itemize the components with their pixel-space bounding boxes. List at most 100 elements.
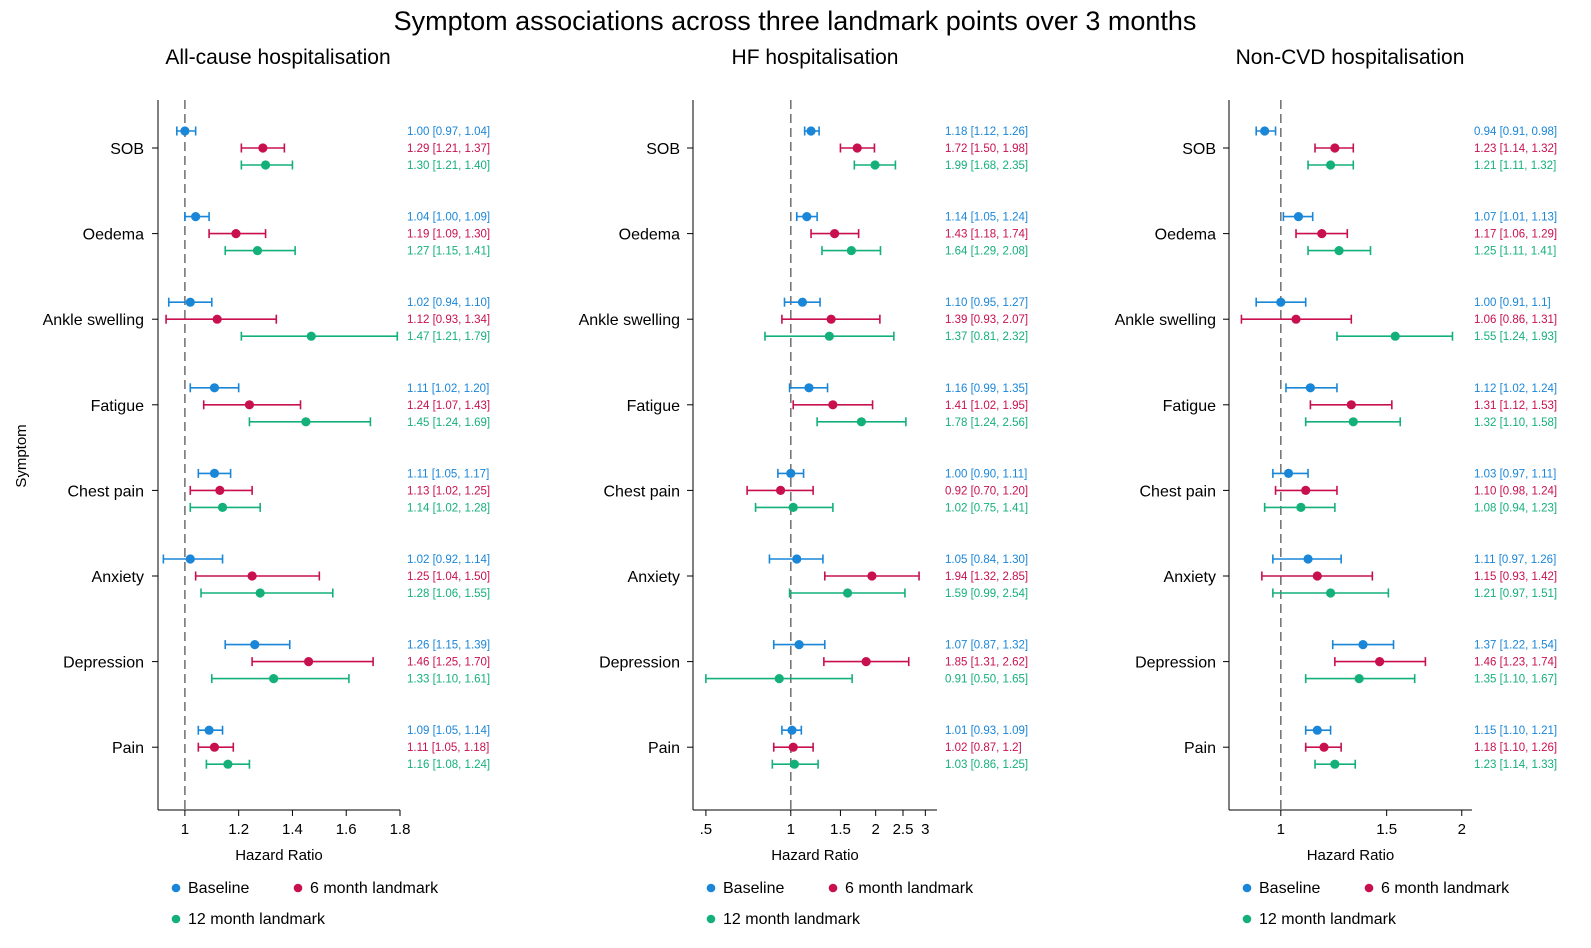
estimate-point-month6 [1375, 657, 1385, 667]
value-label-baseline: 1.11 [1.02, 1.20] [407, 383, 489, 395]
estimate-point-month6 [861, 657, 871, 667]
value-label-month12: 1.32 [1.10, 1.58] [1474, 417, 1557, 429]
estimate-point-baseline [787, 725, 797, 735]
value-label-baseline: 1.05 [0.84, 1.30] [945, 554, 1028, 566]
estimate-point-month6 [852, 143, 862, 153]
value-label-month6: 1.12 [0.93, 1.34] [407, 314, 490, 326]
legend-marker-baseline [706, 883, 716, 893]
estimate-point-month12 [1354, 674, 1364, 684]
estimate-point-baseline [1276, 297, 1286, 307]
estimate-point-baseline [794, 640, 804, 650]
estimate-point-baseline [1283, 468, 1294, 478]
symptom-label: Fatigue [1163, 398, 1216, 415]
value-label-month6: 1.72 [1.50, 1.98] [945, 143, 1028, 155]
symptom-label: Oedema [1155, 227, 1216, 244]
estimate-point-month6 [1291, 314, 1301, 324]
value-label-month6: 1.43 [1.18, 1.74] [945, 229, 1028, 241]
panel-2: HF hospitalisation .5 1 1.5 2 2.5 3 Hazard Rati… [579, 46, 1029, 928]
estimate-point-month12 [1348, 417, 1358, 427]
symptom-label: Ankle swelling [43, 312, 144, 329]
estimate-point-month12 [252, 246, 263, 256]
estimate-point-month6 [1330, 143, 1340, 153]
estimate-point-month6 [1346, 400, 1356, 410]
estimate-point-baseline [1293, 212, 1304, 222]
legend-label-month6: 6 month landmark [1381, 880, 1510, 897]
estimate-point-month6 [828, 400, 838, 410]
value-label-month6: 1.31 [1.12, 1.53] [1474, 400, 1557, 412]
legend-label-month12: 12 month landmark [1259, 911, 1397, 928]
value-label-baseline: 1.26 [1.15, 1.39] [407, 640, 490, 652]
estimate-point-month12 [1334, 246, 1344, 256]
estimate-point-month6 [829, 229, 840, 239]
value-label-baseline: 1.18 [1.12, 1.26] [945, 126, 1028, 138]
value-label-month12: 1.33 [1.10, 1.61] [407, 674, 490, 686]
estimate-point-baseline [180, 126, 190, 136]
value-label-month12: 1.03 [0.86, 1.25] [945, 759, 1028, 771]
estimate-point-month6 [826, 314, 836, 324]
symptom-label: Chest pain [1140, 483, 1217, 500]
estimate-point-month6 [1317, 229, 1327, 239]
estimate-point-month12 [217, 502, 228, 512]
estimate-point-month12 [306, 331, 316, 341]
panel-3: Non-CVD hospitalisation 1 1.5 2 Hazard Ratio… [1115, 46, 1558, 928]
estimate-point-month6 [788, 742, 798, 752]
value-label-month12: 1.28 [1.06, 1.55] [407, 588, 490, 600]
estimate-point-month6 [1319, 742, 1329, 752]
x-tick-label: 1 [787, 821, 795, 838]
estimate-point-month12 [774, 674, 784, 684]
value-label-month12: 1.35 [1.10, 1.67] [1474, 674, 1557, 686]
symptom-label: Chest pain [604, 483, 681, 500]
panel-title: HF hospitalisation [732, 46, 899, 69]
legend-marker-month12 [706, 914, 716, 924]
x-tick-label: 1.6 [336, 821, 357, 838]
symptom-label: SOB [646, 141, 680, 158]
symptom-label: Anxiety [92, 569, 144, 586]
value-label-month12: 0.91 [0.50, 1.65] [945, 674, 1028, 686]
legend-marker-month12 [1242, 914, 1252, 924]
estimate-point-baseline [1358, 640, 1368, 650]
estimate-point-month6 [231, 229, 241, 239]
value-label-baseline: 1.04 [1.00, 1.09] [407, 212, 490, 224]
value-label-month6: 1.13 [1.02, 1.25] [407, 485, 490, 497]
symptom-label: Pain [648, 740, 680, 757]
legend-marker-month6 [1364, 883, 1374, 893]
legend-marker-baseline [171, 883, 181, 893]
value-label-month12: 1.37 [0.81, 2.32] [945, 331, 1028, 343]
value-label-month6: 1.17 [1.06, 1.29] [1474, 229, 1557, 241]
estimate-point-baseline [185, 297, 195, 307]
value-label-baseline: 1.11 [1.05, 1.17] [407, 468, 489, 480]
estimate-point-month12 [255, 588, 265, 598]
symptom-label: Anxiety [1164, 569, 1216, 586]
value-label-baseline: 1.00 [0.97, 1.04] [407, 126, 490, 138]
value-label-month12: 1.99 [1.68, 2.35] [945, 160, 1028, 172]
value-label-month6: 1.41 [1.02, 1.95] [945, 400, 1028, 412]
estimate-point-baseline [806, 126, 816, 136]
legend-marker-baseline [1242, 883, 1252, 893]
x-tick-label: 3 [921, 821, 929, 838]
value-label-baseline: 1.07 [1.01, 1.13] [1474, 212, 1557, 224]
symptom-label: Pain [1184, 740, 1216, 757]
value-label-month6: 1.11 [1.05, 1.18] [407, 742, 489, 754]
estimate-point-baseline [802, 212, 812, 222]
value-label-month12: 1.30 [1.21, 1.40] [407, 160, 490, 172]
estimate-point-baseline [204, 725, 214, 735]
value-label-month6: 1.46 [1.23, 1.74] [1474, 657, 1557, 669]
estimate-point-month6 [212, 314, 222, 324]
value-label-month6: 1.25 [1.04, 1.50] [407, 571, 490, 583]
legend-label-month6: 6 month landmark [310, 880, 439, 897]
value-label-baseline: 1.12 [1.02, 1.24] [1474, 383, 1557, 395]
value-label-baseline: 1.07 [0.87, 1.32] [945, 640, 1028, 652]
legend-label-month12: 12 month landmark [723, 911, 861, 928]
estimate-point-month12 [870, 160, 880, 170]
value-label-month12: 1.55 [1.24, 1.93] [1474, 331, 1557, 343]
value-label-baseline: 1.37 [1.22, 1.54] [1474, 640, 1557, 652]
estimate-point-month6 [258, 143, 268, 153]
estimate-point-month6 [209, 742, 220, 752]
value-label-baseline: 1.15 [1.10, 1.21] [1474, 725, 1557, 737]
x-axis-label: Hazard Ratio [771, 847, 859, 864]
value-label-month12: 1.21 [0.97, 1.51] [1474, 588, 1557, 600]
symptom-label: Ankle swelling [1115, 312, 1216, 329]
x-tick-label: 1.2 [228, 821, 249, 838]
estimate-point-month6 [867, 571, 877, 581]
value-label-month12: 1.02 [0.75, 1.41] [945, 502, 1028, 514]
